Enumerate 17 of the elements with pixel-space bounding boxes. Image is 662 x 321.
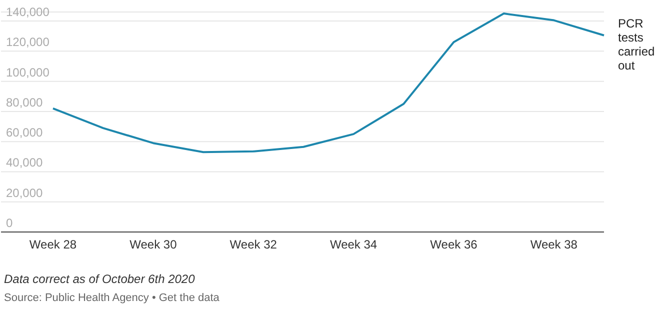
x-tick-label: Week 28 xyxy=(29,238,77,252)
y-tick-label: 40,000 xyxy=(6,156,44,170)
y-tick-label: 140,000 xyxy=(6,5,50,20)
x-tick-label: Week 32 xyxy=(230,238,278,252)
y-tick-label: 80,000 xyxy=(6,95,44,110)
y-tick-label: 20,000 xyxy=(6,186,44,200)
y-tick-label: 120,000 xyxy=(6,35,50,50)
text: Data correct as of October 6th 2020 xyxy=(4,272,196,286)
source-note: Source: Public Health Agency • Get the data xyxy=(4,292,220,304)
x-tick-label: Week 30 xyxy=(130,238,178,252)
x-tick-label: Week 34 xyxy=(330,238,378,252)
y-tick-label: 100,000 xyxy=(6,65,50,80)
series-label: PCR tests carried out xyxy=(618,16,655,72)
x-tick-label: Week 36 xyxy=(430,238,478,252)
y-tick-label: 60,000 xyxy=(6,126,44,140)
y-tick-label: 0 xyxy=(6,216,13,230)
x-tick-label: Week 38 xyxy=(530,238,578,252)
